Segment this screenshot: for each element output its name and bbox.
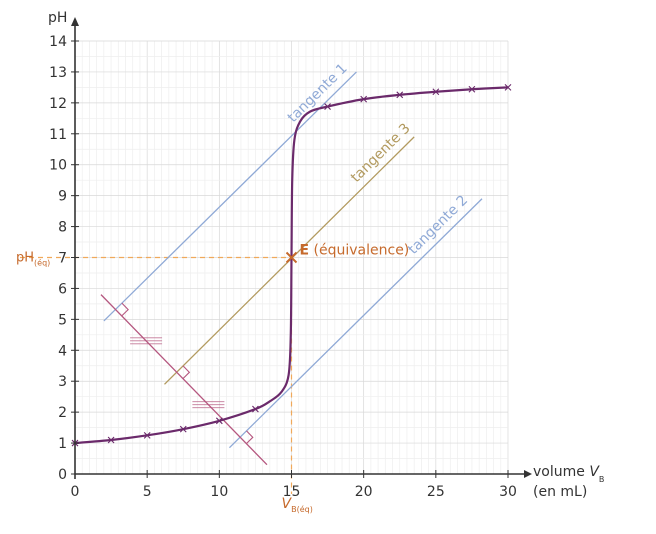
data-point — [107, 436, 115, 444]
y-tick-label: 7 — [58, 251, 67, 267]
x-tick-label: 10 — [210, 484, 228, 500]
tangent-2-line — [228, 198, 483, 449]
data-point — [215, 417, 223, 425]
x-tick-label: 5 — [143, 484, 152, 500]
right-angle-marker — [182, 365, 191, 380]
y-tick-label: 6 — [58, 281, 67, 297]
y-tick-label: 8 — [58, 220, 67, 236]
data-point — [432, 88, 440, 96]
tangent-label-3: tangente 3 — [348, 120, 414, 185]
x-axis-label-sub: B — [599, 475, 605, 484]
y-tick-label: 1 — [58, 436, 67, 452]
x-axis-label: volume VB — [533, 464, 604, 484]
tangent-1-line — [103, 71, 357, 322]
equivalence-text: (équivalence) — [309, 243, 409, 259]
y-axis-arrow — [71, 17, 79, 26]
data-point — [468, 85, 476, 93]
equivalence-marker-letter: E — [300, 243, 310, 259]
y-tick-label: 10 — [49, 158, 67, 174]
ph-eq-label-sub: (éq) — [34, 258, 50, 268]
data-point — [360, 95, 368, 103]
y-tick-label: 3 — [58, 374, 67, 390]
x-axis-unit-label: (en mL) — [533, 484, 587, 500]
data-point — [396, 91, 404, 99]
y-tick-label: 5 — [58, 312, 67, 328]
right-angle-marker — [246, 430, 254, 445]
ph-eq-label-main: pH — [16, 251, 34, 266]
y-tick-label: 2 — [58, 405, 67, 421]
tangent-label-1: tangente 1 — [285, 61, 351, 126]
y-tick-label: 9 — [58, 189, 67, 205]
x-axis-label-text: volume — [533, 464, 589, 480]
ph-eq-label: pH(éq) — [16, 251, 50, 268]
x-axis-label-var: V — [589, 464, 600, 480]
equivalence-label: E (équivalence) — [300, 243, 410, 259]
x-tick-label: 20 — [355, 484, 373, 500]
y-tick-label: 0 — [58, 467, 67, 483]
y-axis-label: pH — [48, 10, 67, 26]
y-tick-label: 13 — [49, 65, 67, 81]
x-tick-label: 0 — [71, 484, 80, 500]
y-tick-label: 11 — [49, 127, 67, 143]
titration-curve — [71, 84, 512, 447]
y-tick-label: 14 — [49, 34, 67, 50]
v-eq-label-main: V — [282, 496, 293, 512]
data-point — [324, 103, 331, 110]
v-eq-label: VB(éq) — [282, 496, 313, 514]
x-axis-arrow — [524, 470, 532, 478]
data-point — [252, 405, 259, 413]
equivalence-point-marker — [285, 251, 298, 264]
right-angle-marker — [121, 302, 129, 317]
v-eq-label-sub: B(éq) — [291, 504, 313, 514]
x-tick-label: 30 — [499, 484, 517, 500]
tangent-label-2: tangente 2 — [405, 192, 471, 257]
data-point — [179, 425, 187, 433]
data-point — [504, 84, 512, 91]
perpendicular-line — [100, 294, 268, 466]
data-point — [143, 431, 151, 439]
x-tick-label: 15 — [283, 484, 301, 500]
x-tick-label: 25 — [427, 484, 445, 500]
y-tick-label: 12 — [49, 96, 67, 112]
y-tick-label: 4 — [58, 343, 67, 359]
